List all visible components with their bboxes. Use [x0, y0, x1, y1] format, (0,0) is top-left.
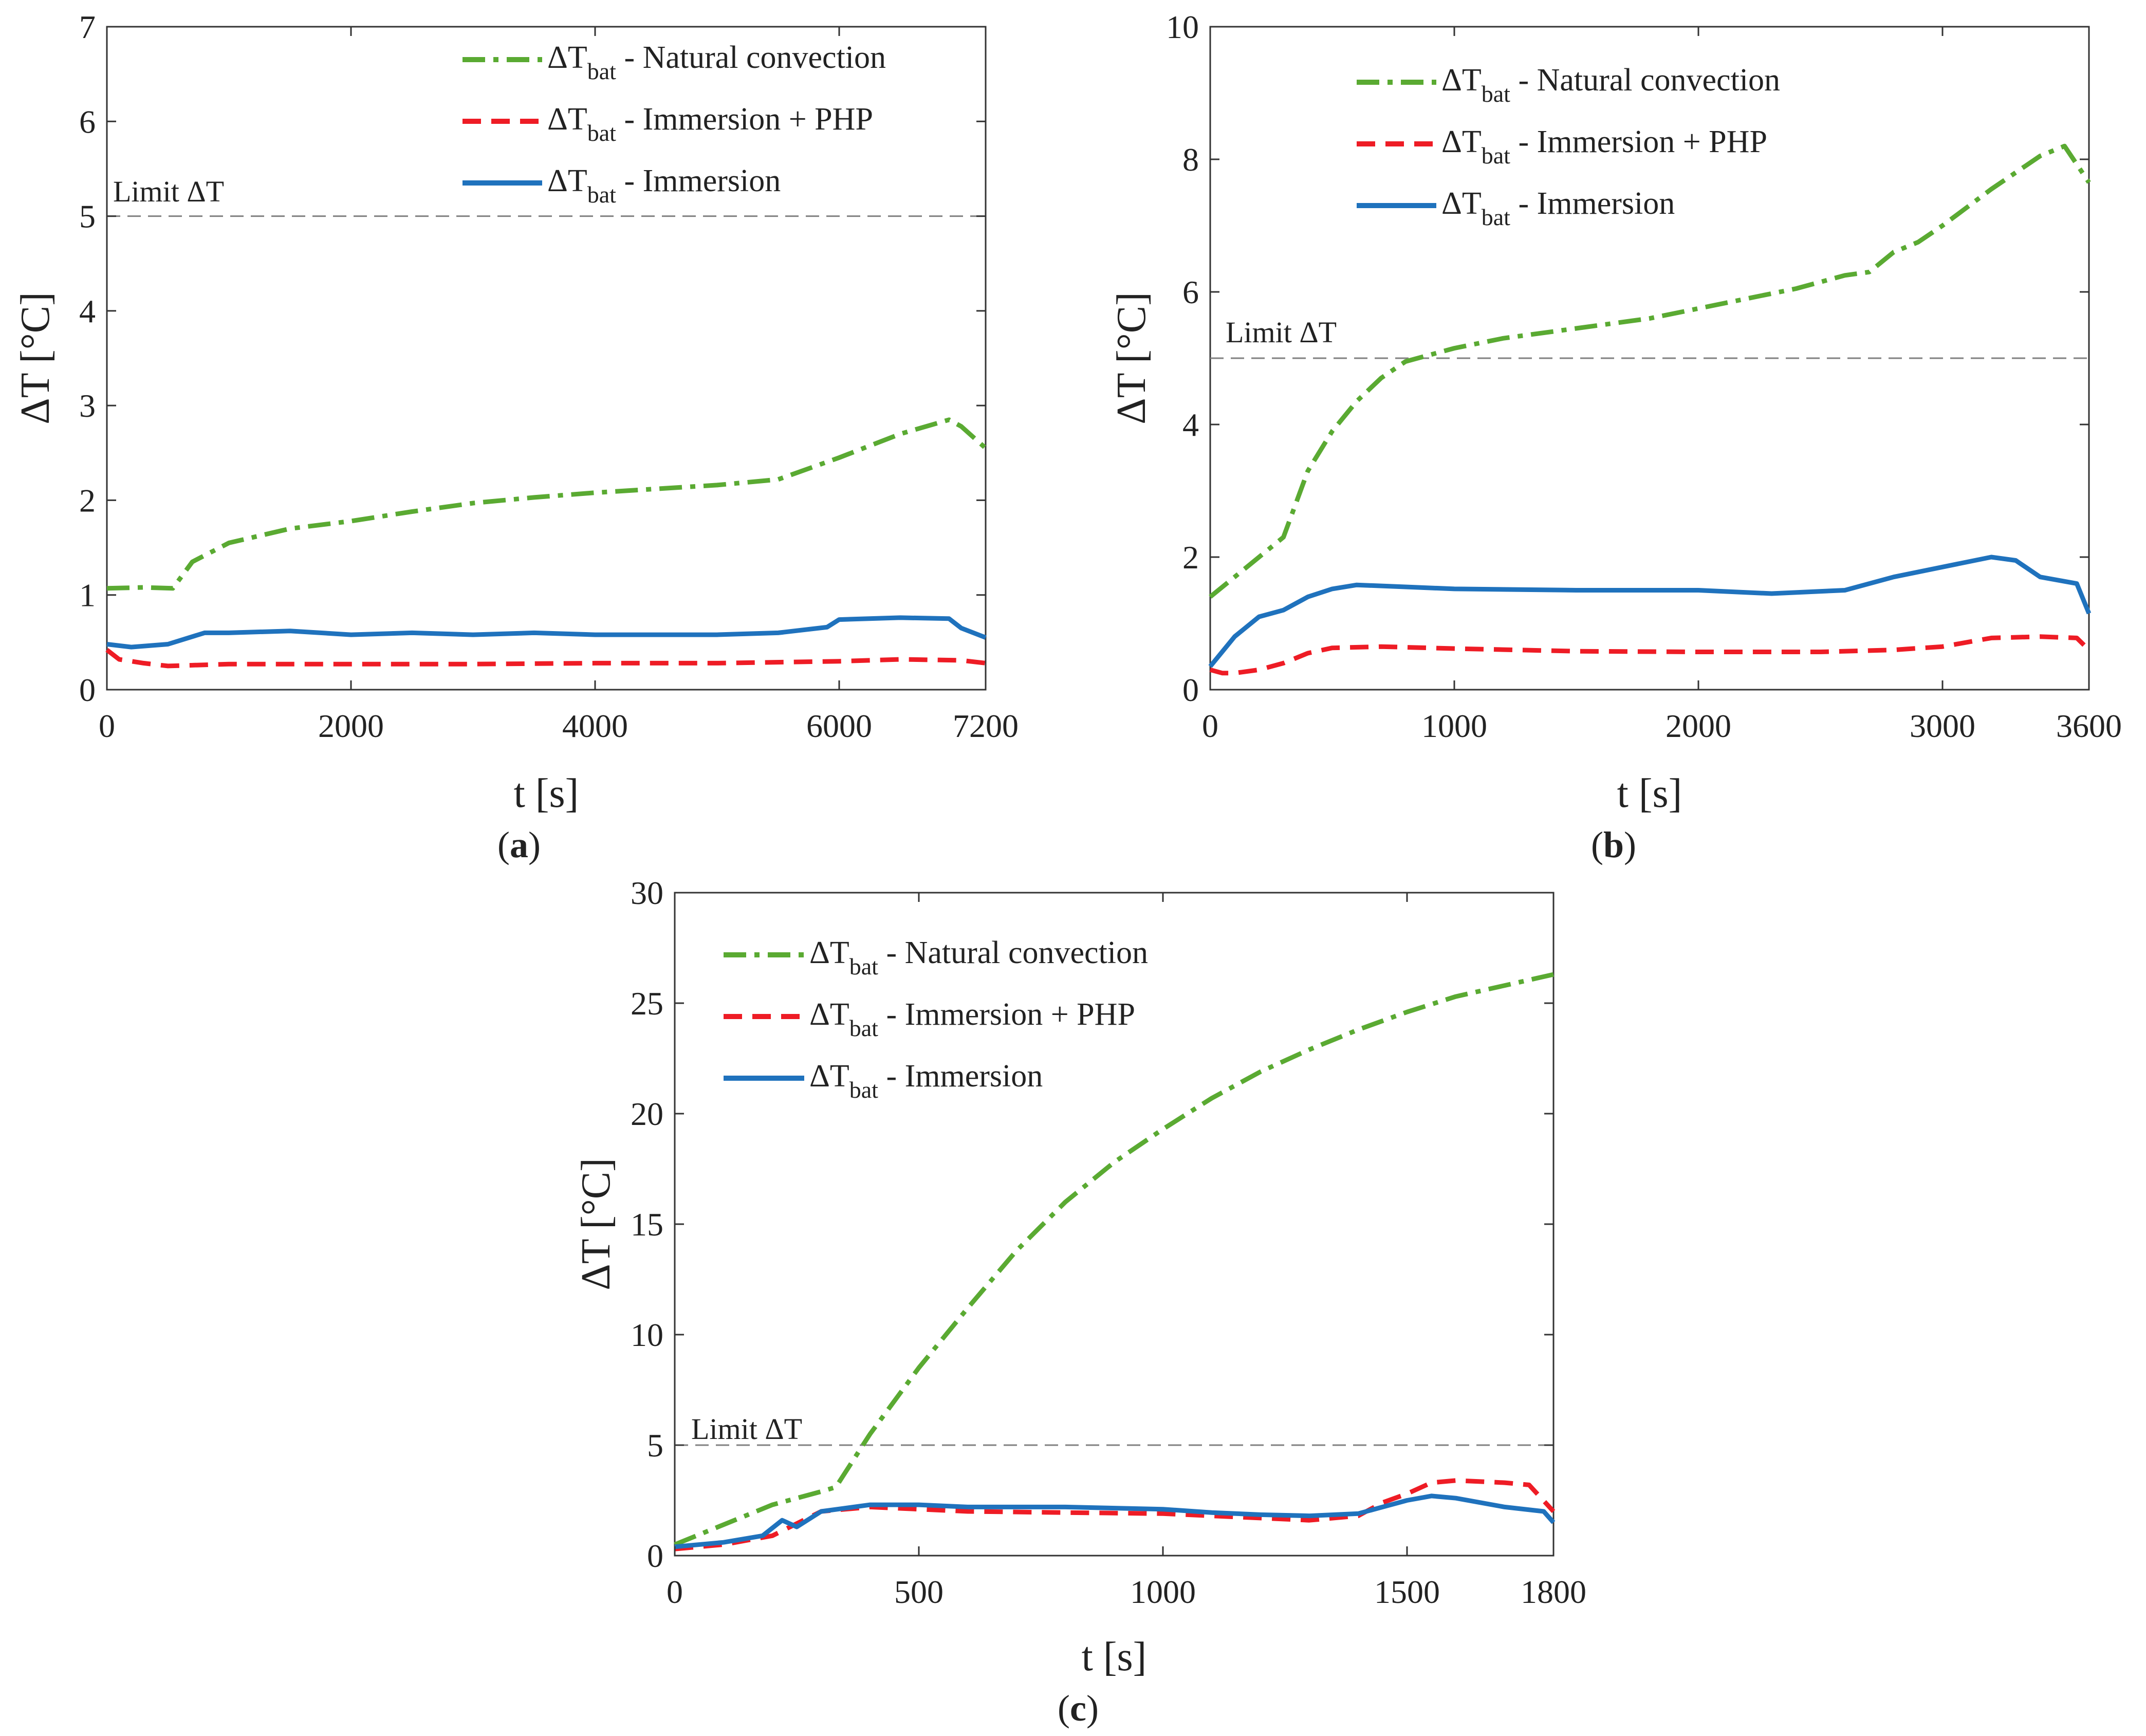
y-tick-label-b: 8 — [1182, 141, 1199, 178]
y-tick-label-a: 6 — [79, 103, 96, 140]
y-tick-label-c: 30 — [631, 875, 663, 911]
legend-item-natural-a: ΔTbat - Natural convection — [462, 40, 886, 84]
legend-item-immersion-b: ΔTbat - Immersion — [1357, 186, 1675, 230]
tick-labels-a: 0 2000 4000 6000 7200 0 1 2 3 4 5 6 7 — [79, 9, 1019, 744]
legend-label-natural-c: ΔTbat - Natural convection — [809, 935, 1148, 980]
legend-label-natural-b: ΔTbat - Natural convection — [1441, 63, 1780, 107]
legend-item-immersion-a: ΔTbat - Immersion — [462, 163, 781, 208]
legend-label-php-c: ΔTbat - Immersion + PHP — [809, 997, 1135, 1041]
limit-label-c: Limit ΔT — [691, 1412, 802, 1446]
caption-a: (a) — [497, 824, 541, 865]
y-tick-label-b: 6 — [1182, 274, 1199, 310]
x-tick-label-c: 1000 — [1130, 1574, 1196, 1610]
x-tick-label-b: 1000 — [1421, 708, 1487, 744]
chart-panel-a: 0 2000 4000 6000 7200 0 1 2 3 4 5 6 7 Limit ΔT t [s]… — [13, 9, 1019, 865]
y-tick-label-c: 20 — [631, 1096, 663, 1132]
plot-area-a — [106, 26, 987, 691]
legend-item-natural-b: ΔTbat - Natural convection — [1357, 63, 1780, 107]
series-line-immersion-b — [1208, 555, 2092, 668]
y-axis-label-b: ΔT [°C] — [1109, 292, 1154, 424]
series-line-php-b — [1209, 634, 2091, 676]
y-tick-label-a: 3 — [79, 387, 96, 424]
series-line-natural-b — [1209, 143, 2091, 599]
x-tick-label-a: 6000 — [806, 708, 872, 744]
legend-b: ΔTbat - Natural convection ΔTbat - Immer… — [1357, 63, 1780, 230]
x-tick-label-c: 1500 — [1374, 1574, 1440, 1610]
x-tick-label-c: 1800 — [1521, 1574, 1586, 1610]
y-axis-label-c: ΔT [°C] — [574, 1158, 619, 1290]
y-tick-label-a: 2 — [79, 482, 96, 519]
series-line-immersion-a — [106, 615, 987, 650]
legend-c: ΔTbat - Natural convection ΔTbat - Immer… — [724, 935, 1148, 1103]
y-axis-label-a: ΔT [°C] — [13, 292, 58, 424]
x-tick-label-b: 3600 — [2056, 708, 2122, 744]
legend-item-natural-c: ΔTbat - Natural convection — [724, 935, 1148, 980]
y-tick-label-a: 1 — [79, 577, 96, 614]
x-tick-label-c: 500 — [894, 1574, 943, 1610]
x-tick-label-a: 4000 — [562, 708, 628, 744]
x-axis-label-b: t [s] — [1617, 771, 1682, 816]
y-tick-label-c: 10 — [631, 1317, 663, 1353]
series-line-php-a — [105, 648, 986, 669]
caption-c: (c) — [1058, 1688, 1099, 1729]
y-tick-label-c: 15 — [631, 1206, 663, 1243]
x-tick-label-c: 0 — [667, 1574, 683, 1610]
legend-label-immersion-c: ΔTbat - Immersion — [809, 1059, 1043, 1103]
legend-label-php-a: ΔTbat - Immersion + PHP — [547, 102, 873, 146]
tick-labels-c: 0 500 1000 1500 1800 0 5 10 15 20 25 30 — [631, 875, 1586, 1610]
x-tick-label-a: 0 — [99, 708, 115, 744]
legend-label-immersion-a: ΔTbat - Immersion — [547, 163, 781, 208]
series-group-b — [1208, 143, 2092, 676]
y-tick-label-c: 25 — [631, 985, 663, 1022]
y-tick-label-b: 10 — [1166, 9, 1199, 45]
y-tick-label-b: 2 — [1182, 539, 1199, 576]
y-tick-label-a: 5 — [79, 198, 96, 235]
series-line-natural-a — [106, 417, 987, 591]
legend-item-php-c: ΔTbat - Immersion + PHP — [724, 997, 1135, 1041]
x-axis-label-a: t [s] — [514, 771, 579, 816]
limit-label-b: Limit ΔT — [1226, 316, 1337, 349]
y-tick-label-c: 0 — [647, 1538, 663, 1574]
x-tick-label-a: 2000 — [318, 708, 384, 744]
legend-label-php-b: ΔTbat - Immersion + PHP — [1441, 124, 1767, 169]
x-tick-label-b: 2000 — [1666, 708, 1731, 744]
y-tick-label-a: 7 — [79, 9, 96, 45]
legend-label-immersion-b: ΔTbat - Immersion — [1441, 186, 1675, 230]
y-tick-label-a: 0 — [79, 672, 96, 708]
legend-item-php-b: ΔTbat - Immersion + PHP — [1357, 124, 1767, 169]
chart-panel-c: 0 500 1000 1500 1800 0 5 10 15 20 25 30 Limit ΔT t … — [574, 875, 1586, 1729]
y-tick-label-a: 4 — [79, 293, 96, 329]
tick-labels-b: 0 1000 2000 3000 3600 0 2 4 6 8 10 — [1166, 9, 2122, 744]
legend-item-immersion-c: ΔTbat - Immersion — [724, 1059, 1043, 1103]
series-group-a — [105, 417, 987, 669]
y-tick-label-c: 5 — [647, 1427, 663, 1464]
y-tick-label-b: 4 — [1182, 407, 1199, 443]
y-tick-label-b: 0 — [1182, 672, 1199, 708]
legend-label-natural-a: ΔTbat - Natural convection — [547, 40, 886, 84]
x-tick-label-b: 0 — [1202, 708, 1218, 744]
legend-a: ΔTbat - Natural convection ΔTbat - Immer… — [462, 40, 886, 208]
legend-item-php-a: ΔTbat - Immersion + PHP — [462, 102, 873, 146]
series-group-c — [674, 972, 1556, 1552]
x-axis-label-c: t [s] — [1082, 1634, 1147, 1679]
x-tick-label-a: 7200 — [953, 708, 1019, 744]
limit-label-a: Limit ΔT — [113, 175, 224, 208]
x-tick-label-b: 3000 — [1910, 708, 1975, 744]
series-line-immersion-c — [674, 1493, 1556, 1549]
caption-b: (b) — [1591, 824, 1636, 865]
